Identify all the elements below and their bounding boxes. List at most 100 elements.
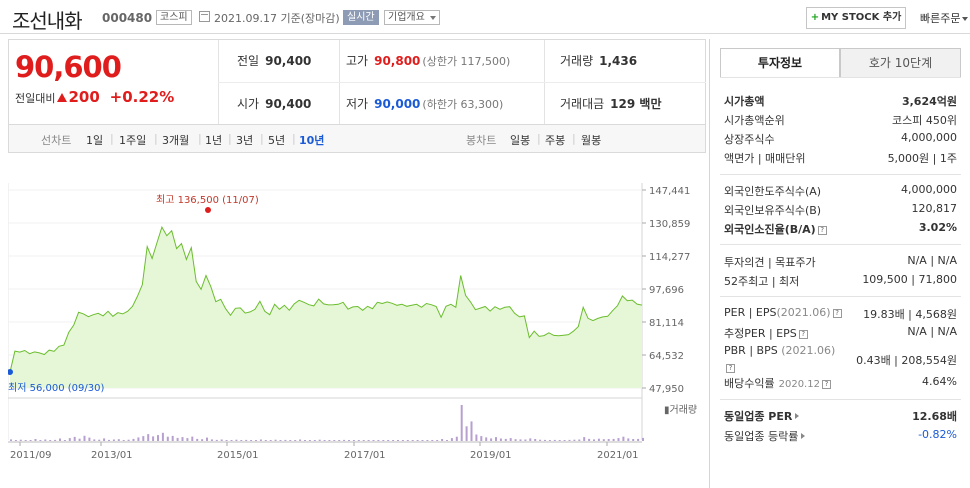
x-tick-label: 2011/09 [10, 450, 52, 461]
volume-bar [495, 437, 497, 441]
volume-bar [406, 440, 409, 441]
info-tabs: 투자정보 호가 10단계 [720, 48, 961, 78]
low-value: 90,000 [374, 97, 421, 111]
volume-bar [333, 440, 336, 441]
y-tick-label: 97,696 [649, 285, 684, 296]
volume-bar [230, 440, 233, 441]
volume-bar [544, 439, 546, 441]
volume-bar [397, 440, 399, 441]
divider [720, 77, 961, 78]
stock-header: 조선내화 000480 코스피 2021.09.17 기준(장마감) 실시간 기… [0, 0, 970, 34]
x-axis-ticks: 2011/09 2013/01 2015/01 2017/01 2019/01 2021/… [10, 442, 639, 461]
volume-bar [19, 439, 22, 441]
period-3m[interactable]: 3개월 [162, 134, 190, 147]
up-triangle-icon [57, 93, 68, 102]
candle-daily[interactable]: 일봉 [510, 134, 531, 147]
open-label: 시가 [237, 97, 260, 111]
rank-value: 코스피 450위 [892, 114, 957, 127]
volume-bar [108, 439, 110, 441]
low-label: 저가 [346, 97, 369, 111]
mystock-add-label: MY STOCK 추가 [821, 12, 902, 23]
quick-order-button[interactable]: 빠른주문 [920, 10, 969, 26]
period-1y[interactable]: 1년 [205, 134, 223, 147]
market-cap-row: 시가총액 3,624억원 [724, 93, 957, 111]
volume-bar [304, 440, 306, 441]
help-icon[interactable]: ? [726, 364, 735, 373]
volume-bar [161, 432, 164, 441]
market-cap-label: 시가총액 [724, 95, 765, 108]
volume-bar [294, 440, 297, 441]
prev-close: 전일 90,400 [237, 52, 311, 69]
current-price: 90,600 [15, 50, 122, 84]
volume-bar [416, 440, 419, 441]
volume-bar [318, 439, 321, 441]
shares-value: 4,000,000 [901, 131, 957, 144]
volume-bar [191, 436, 194, 441]
volume-bar [446, 440, 448, 441]
trade-amount: 거래대금 129 백만 [560, 95, 661, 112]
line-chart-label: 선차트 [41, 134, 72, 147]
volume-bar [103, 438, 106, 441]
help-icon[interactable]: ? [821, 380, 831, 389]
change-label: 전일대비 [15, 92, 56, 105]
divider [720, 399, 961, 400]
help-icon[interactable]: ? [817, 226, 827, 235]
volume-bar [274, 439, 277, 441]
volume-bar [176, 437, 179, 441]
help-icon[interactable]: ? [832, 309, 842, 318]
price-chart[interactable]: ▮거래량 147,441 130,859 114,277 97,696 81,114 64… [8, 155, 706, 488]
period-5y[interactable]: 5년 [268, 134, 286, 147]
tab-investment-info[interactable]: 투자정보 [720, 48, 840, 78]
volume-bar [269, 440, 272, 441]
period-1w[interactable]: 1주일 [119, 134, 147, 147]
est-per-value: N/A | N/A [907, 325, 957, 338]
candle-weekly[interactable]: 주봉 [545, 134, 566, 147]
mystock-add-button[interactable]: + MY STOCK 추가 [806, 7, 906, 29]
period-1d[interactable]: 1일 [86, 134, 104, 147]
volume-bar [210, 439, 213, 441]
period-3y[interactable]: 3년 [236, 134, 254, 147]
volume-label: 거래량 [560, 54, 594, 68]
separator: | [154, 132, 158, 145]
foreign-limit-value: 4,000,000 [901, 183, 957, 196]
separator: | [572, 132, 576, 145]
amount-value: 129 백만 [610, 97, 662, 111]
volume-bar [142, 436, 145, 441]
volume-bar [612, 438, 615, 441]
upper-limit: (상한가 117,500) [422, 55, 511, 68]
period-10y[interactable]: 10년 [299, 134, 325, 147]
price-summary: 90,600 전일대비 200 +0.22% 전일 90,400 고가 90,800(… [8, 39, 706, 125]
sector-per-label[interactable]: 동일업종 PER [724, 410, 793, 423]
separator: | [537, 132, 541, 145]
candle-chart-label: 봉차트 [466, 134, 497, 147]
volume-bar [284, 439, 287, 441]
volume-bar [235, 439, 238, 441]
day-low: 저가 90,000 (하한가 63,300) [346, 95, 503, 112]
x-tick-label: 2017/01 [344, 450, 386, 461]
volume-bar [372, 440, 375, 441]
foreign-hold-value: 120,817 [911, 202, 958, 215]
company-overview-dropdown[interactable]: 기업개요 [384, 10, 440, 25]
high-label: 고가 [346, 54, 369, 68]
stock-name: 조선내화 [12, 9, 83, 33]
volume-bar [29, 440, 32, 441]
volume-bar [147, 434, 150, 441]
candle-monthly[interactable]: 월봉 [581, 134, 602, 147]
realtime-button[interactable]: 실시간 [343, 10, 379, 25]
par-value: 5,000원 | 1주 [887, 152, 957, 165]
change-amount: 200 [68, 88, 100, 106]
help-icon[interactable]: ? [798, 330, 808, 339]
tab-order-book[interactable]: 호가 10단계 [840, 48, 961, 78]
volume-legend: ▮거래량 [664, 404, 697, 416]
volume-bar [426, 440, 429, 441]
prev-close-value: 90,400 [265, 54, 312, 68]
volume-bar [73, 436, 76, 441]
arrow-right-icon [795, 413, 800, 419]
volume-bar [215, 439, 218, 441]
volume-bar [392, 440, 395, 441]
volume-bar [431, 440, 434, 441]
sector-rate-label[interactable]: 동일업종 등락률 [724, 430, 799, 443]
volume-bars: ▮거래량 [10, 404, 697, 441]
volume-bar [583, 437, 586, 441]
volume-bar [132, 438, 135, 441]
